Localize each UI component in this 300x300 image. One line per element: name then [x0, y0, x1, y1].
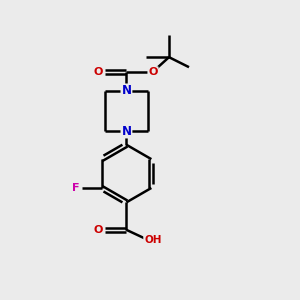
Text: N: N [122, 124, 131, 137]
Text: N: N [122, 85, 131, 98]
Text: O: O [148, 67, 158, 77]
Text: OH: OH [144, 235, 162, 245]
Text: F: F [72, 183, 80, 193]
Text: O: O [94, 67, 103, 77]
Text: O: O [93, 225, 103, 235]
